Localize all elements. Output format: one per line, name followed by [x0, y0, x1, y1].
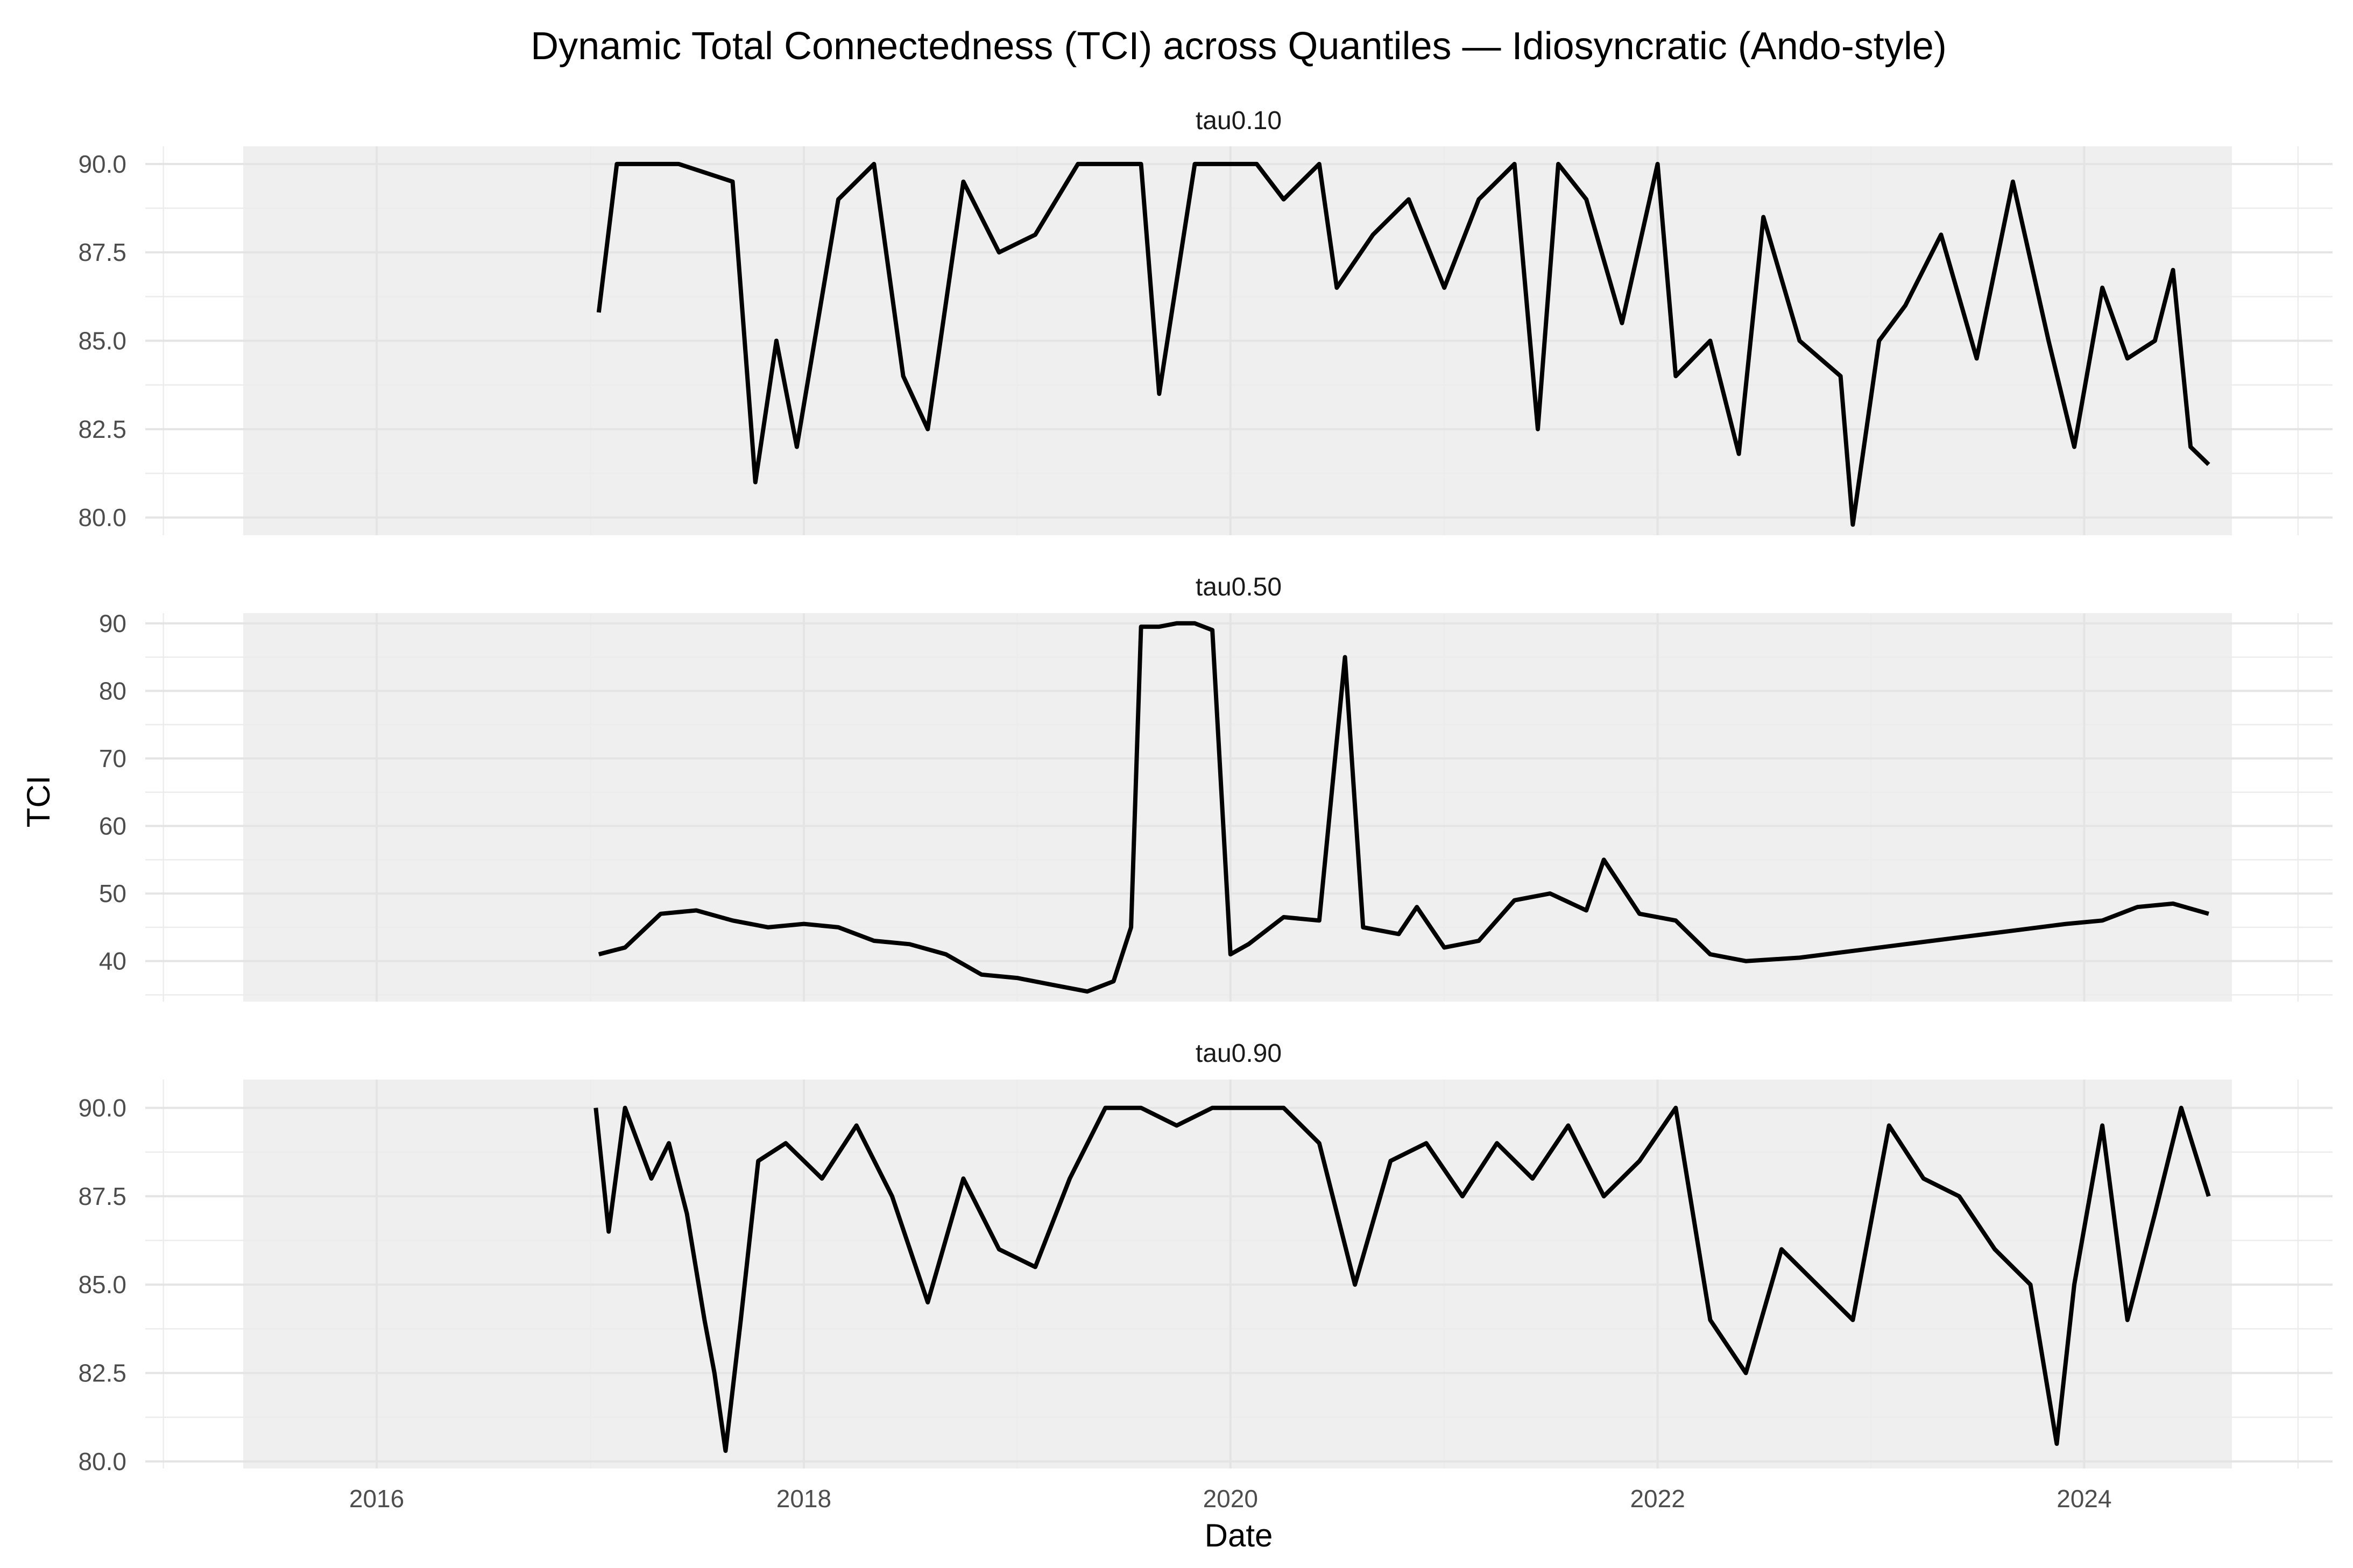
tci-series-tau0.50 [598, 621, 2209, 994]
y-tick-label: 82.5 [78, 1359, 126, 1387]
y-tick-label: 80.0 [78, 1448, 126, 1475]
chart-title: Dynamic Total Connectedness (TCI) across… [531, 25, 1947, 68]
y-tick-label: 40 [99, 947, 126, 975]
x-tick-label: 2018 [776, 1485, 831, 1513]
y-tick-label: 90 [99, 609, 126, 637]
x-axis-title: Date [1205, 1517, 1273, 1553]
facet-panels: 80.0 82.5 85.0 87.5 90.0 tau0.10 40 50 60 70 80 90 t… [78, 107, 2333, 1475]
x-tick-label: 2024 [2057, 1485, 2111, 1513]
panel-tau0.50: 40 50 60 70 80 90 tau0.50 [99, 573, 2333, 1002]
y-tick-label: 60 [99, 812, 126, 840]
facet-strip-label: tau0.50 [1196, 573, 1282, 601]
y-tick-label: 82.5 [78, 415, 126, 443]
x-tick-label: 2016 [349, 1485, 404, 1513]
y-tick-label: 80.0 [78, 503, 126, 531]
y-tick-label: 90.0 [78, 1094, 126, 1122]
panel-background [243, 613, 2232, 1002]
x-tick-label: 2020 [1203, 1485, 1258, 1513]
x-tick-label: 2022 [1630, 1485, 1685, 1513]
tci-series-tau0.90 [593, 1105, 2211, 1453]
y-tick-label: 87.5 [78, 238, 126, 266]
y-tick-label: 70 [99, 744, 126, 772]
panel-background [243, 1080, 2232, 1468]
facet-strip-label: tau0.90 [1196, 1039, 1282, 1068]
y-axis-title: TCI [20, 776, 56, 828]
tci-series-tau0.10 [596, 161, 2210, 527]
y-tick-label: 85.0 [78, 1271, 126, 1299]
panel-tau0.10: 80.0 82.5 85.0 87.5 90.0 tau0.10 [78, 107, 2333, 535]
x-axis: 2016 2018 2020 2022 2024 [349, 1485, 2112, 1513]
y-tick-label: 50 [99, 879, 126, 907]
y-tick-label: 87.5 [78, 1182, 126, 1210]
y-tick-label: 90.0 [78, 150, 126, 178]
panel-tau0.90: 80.0 82.5 85.0 87.5 90.0 tau0.90 [78, 1039, 2333, 1475]
y-tick-label: 85.0 [78, 327, 126, 355]
y-tick-label: 80 [99, 677, 126, 705]
facet-strip-label: tau0.10 [1196, 107, 1282, 135]
